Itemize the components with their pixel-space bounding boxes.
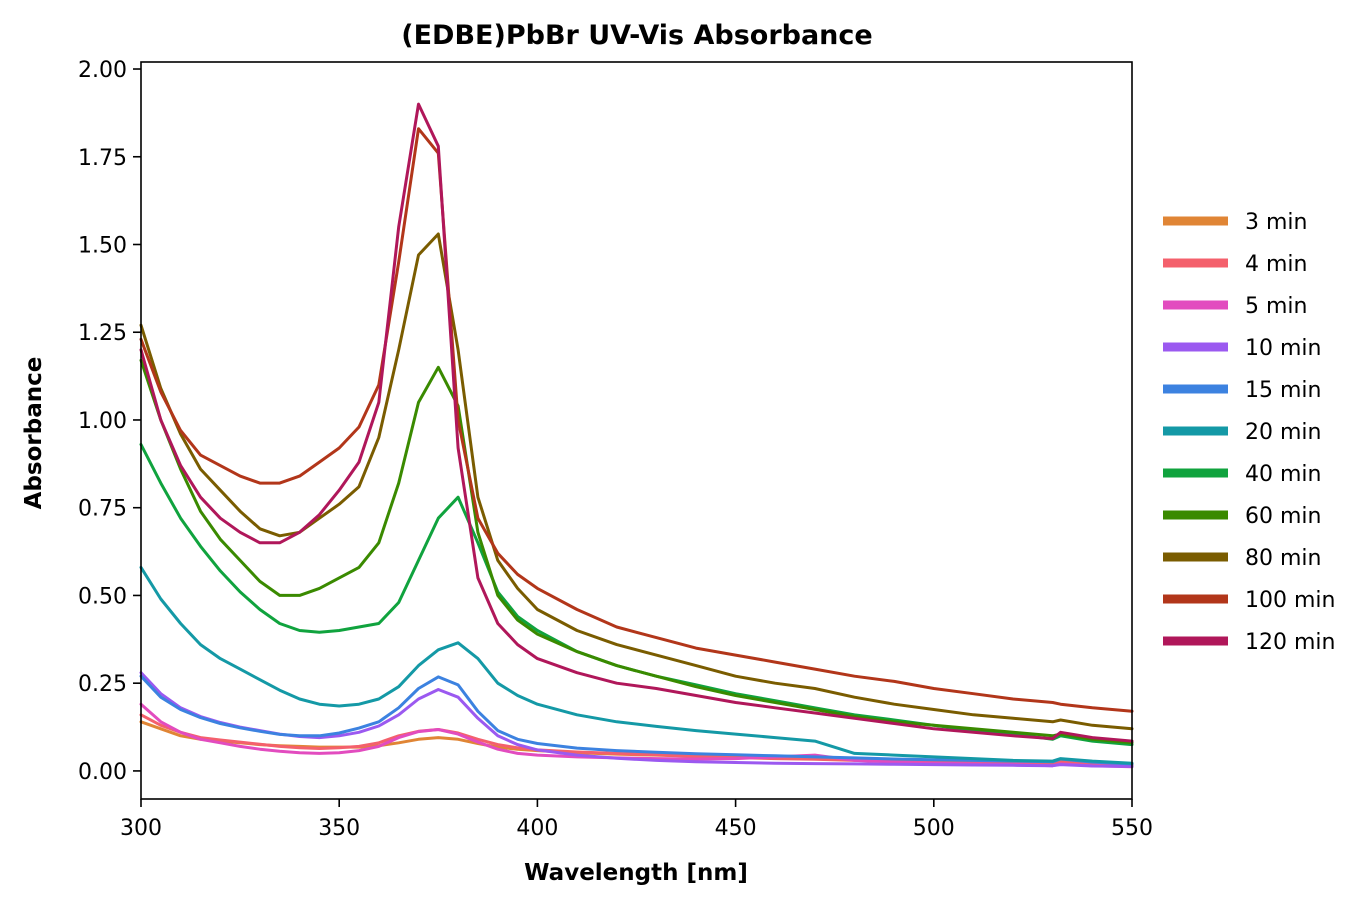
y-tick-label: 1.75 xyxy=(78,146,127,171)
series-layer xyxy=(139,102,1134,769)
legend-label-3: 10 min xyxy=(1245,336,1321,361)
x-axis-title: Wavelength [nm] xyxy=(524,860,748,886)
legend: 3 min 4 min 5 min 10 min 15 min 20 min 40 min 6… xyxy=(1163,210,1335,655)
legend-label-8: 80 min xyxy=(1245,546,1321,571)
legend-label-0: 3 min xyxy=(1245,210,1307,235)
legend-label-4: 15 min xyxy=(1245,378,1321,403)
x-tick-label: 450 xyxy=(715,816,757,841)
series-line-10 xyxy=(139,102,1134,743)
y-tick-label: 0.25 xyxy=(78,672,127,697)
x-tick-label: 300 xyxy=(120,816,162,841)
x-tick-label: 500 xyxy=(913,816,955,841)
y-tick-label: 1.50 xyxy=(78,233,127,258)
legend-label-2: 5 min xyxy=(1245,294,1307,319)
x-tick-label: 400 xyxy=(516,816,558,841)
legend-label-7: 60 min xyxy=(1245,504,1321,529)
y-tick-label: 1.00 xyxy=(78,409,127,434)
series-line-5 xyxy=(139,565,1134,765)
y-tick-label: 0.75 xyxy=(78,497,127,522)
y-axis-title: Absorbance xyxy=(21,357,47,510)
y-tick-label: 1.25 xyxy=(78,321,127,346)
x-tick-label: 350 xyxy=(318,816,360,841)
legend-label-10: 120 min xyxy=(1245,630,1335,655)
series-line-9 xyxy=(139,127,1134,713)
legend-label-5: 20 min xyxy=(1245,420,1321,445)
legend-label-1: 4 min xyxy=(1245,252,1307,277)
y-axis: 0.00 0.25 0.50 0.75 1.00 1.25 1.50 1.75 2.00 xyxy=(78,58,141,785)
y-tick-label: 2.00 xyxy=(78,58,127,83)
x-axis: 300 350 400 450 500 550 xyxy=(120,799,1153,841)
y-tick-label: 0.00 xyxy=(78,760,127,785)
y-tick-label: 0.50 xyxy=(78,584,127,609)
series-line-7 xyxy=(139,358,1134,745)
plot-frame xyxy=(140,61,1133,800)
series-line-4 xyxy=(139,674,1134,766)
chart-title: (EDBE)PbBr UV-Vis Absorbance xyxy=(401,20,872,51)
legend-label-6: 40 min xyxy=(1245,462,1321,487)
x-tick-label: 550 xyxy=(1111,816,1153,841)
legend-label-9: 100 min xyxy=(1245,588,1335,613)
series-line-8 xyxy=(139,232,1134,731)
